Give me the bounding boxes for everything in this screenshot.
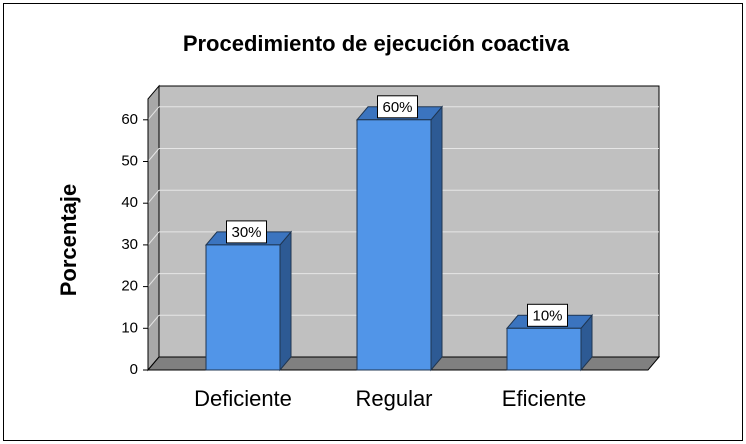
bar xyxy=(205,244,281,371)
bar-side xyxy=(279,230,292,372)
y-tick-label: 10 xyxy=(121,319,138,336)
y-tick-label: 20 xyxy=(121,278,138,295)
value-label-box xyxy=(226,220,267,244)
y-tick-label: 0 xyxy=(130,361,138,378)
value-label: 10% xyxy=(532,307,562,324)
y-tick-label: 50 xyxy=(121,152,138,169)
x-tick-label: Regular xyxy=(355,386,432,411)
x-tick-label: Eficiente xyxy=(502,386,586,411)
value-label-box xyxy=(377,95,418,119)
grid-line xyxy=(147,231,160,246)
chart-title: Procedimiento de ejecución coactiva xyxy=(183,31,570,56)
x-tick-label: Deficiente xyxy=(194,386,292,411)
grid-line xyxy=(147,273,160,287)
y-axis-label: Porcentaje xyxy=(56,184,81,297)
bar xyxy=(356,119,432,371)
side-wall xyxy=(147,84,160,372)
y-tick-label: 60 xyxy=(121,111,138,128)
value-label: 60% xyxy=(382,99,412,116)
grid-line xyxy=(147,106,160,121)
y-tick-label: 30 xyxy=(121,236,138,253)
y-tick-label: 40 xyxy=(121,194,138,211)
grid-line xyxy=(147,189,160,204)
value-label: 30% xyxy=(231,224,261,241)
grid-line xyxy=(147,314,160,329)
grid-line xyxy=(147,148,160,162)
bar-side xyxy=(430,105,443,372)
value-label-box xyxy=(527,303,568,327)
bar xyxy=(506,327,582,371)
